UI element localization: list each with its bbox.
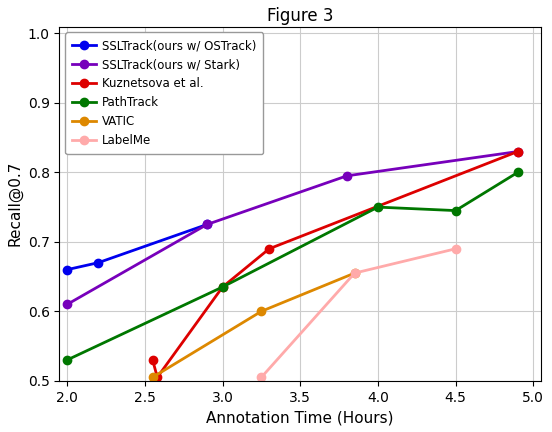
Line: Kuznetsova et al.: Kuznetsova et al. bbox=[148, 147, 522, 381]
Title: Figure 3: Figure 3 bbox=[267, 7, 333, 25]
Kuznetsova et al. bbox=[514, 149, 521, 154]
VATIC bbox=[258, 309, 265, 314]
SSLTrack(ours w/ OSTrack) bbox=[95, 260, 102, 265]
Legend: SSLTrack(ours w/ OSTrack), SSLTrack(ours w/ Stark), Kuznetsova et al., PathTrack: SSLTrack(ours w/ OSTrack), SSLTrack(ours… bbox=[65, 32, 263, 154]
Line: SSLTrack(ours w/ Stark): SSLTrack(ours w/ Stark) bbox=[63, 147, 522, 308]
SSLTrack(ours w/ Stark) bbox=[204, 222, 210, 227]
PathTrack bbox=[219, 284, 226, 289]
SSLTrack(ours w/ Stark) bbox=[64, 302, 71, 307]
Kuznetsova et al. bbox=[266, 246, 273, 251]
SSLTrack(ours w/ OSTrack) bbox=[64, 267, 71, 272]
Kuznetsova et al. bbox=[150, 357, 156, 362]
LabelMe bbox=[258, 375, 265, 380]
VATIC bbox=[150, 375, 156, 380]
X-axis label: Annotation Time (Hours): Annotation Time (Hours) bbox=[206, 410, 394, 425]
Kuznetsova et al. bbox=[154, 375, 161, 380]
LabelMe bbox=[452, 246, 459, 251]
SSLTrack(ours w/ Stark) bbox=[343, 173, 350, 178]
Line: SSLTrack(ours w/ OSTrack): SSLTrack(ours w/ OSTrack) bbox=[63, 220, 211, 274]
PathTrack bbox=[452, 208, 459, 213]
LabelMe bbox=[351, 270, 358, 276]
Y-axis label: Recall@0.7: Recall@0.7 bbox=[7, 161, 22, 246]
Line: VATIC: VATIC bbox=[148, 269, 359, 381]
PathTrack bbox=[64, 357, 71, 362]
PathTrack bbox=[514, 170, 521, 175]
SSLTrack(ours w/ Stark) bbox=[514, 149, 521, 154]
SSLTrack(ours w/ OSTrack) bbox=[204, 222, 210, 227]
Line: PathTrack: PathTrack bbox=[63, 168, 522, 364]
Kuznetsova et al. bbox=[219, 284, 226, 289]
Line: LabelMe: LabelMe bbox=[257, 245, 460, 381]
VATIC bbox=[351, 270, 358, 276]
PathTrack bbox=[375, 204, 381, 210]
